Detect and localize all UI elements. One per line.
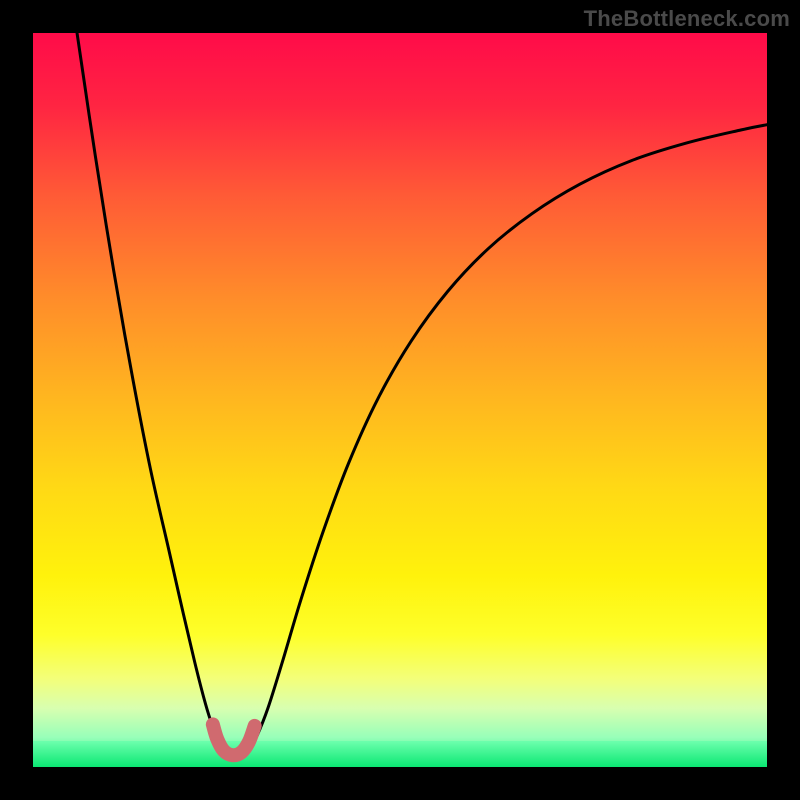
heatmap-gradient (33, 33, 767, 767)
plot-background (33, 33, 767, 767)
chart-frame: TheBottleneck.com (0, 0, 800, 800)
optimal-band (33, 741, 767, 767)
watermark-text: TheBottleneck.com (584, 6, 790, 32)
